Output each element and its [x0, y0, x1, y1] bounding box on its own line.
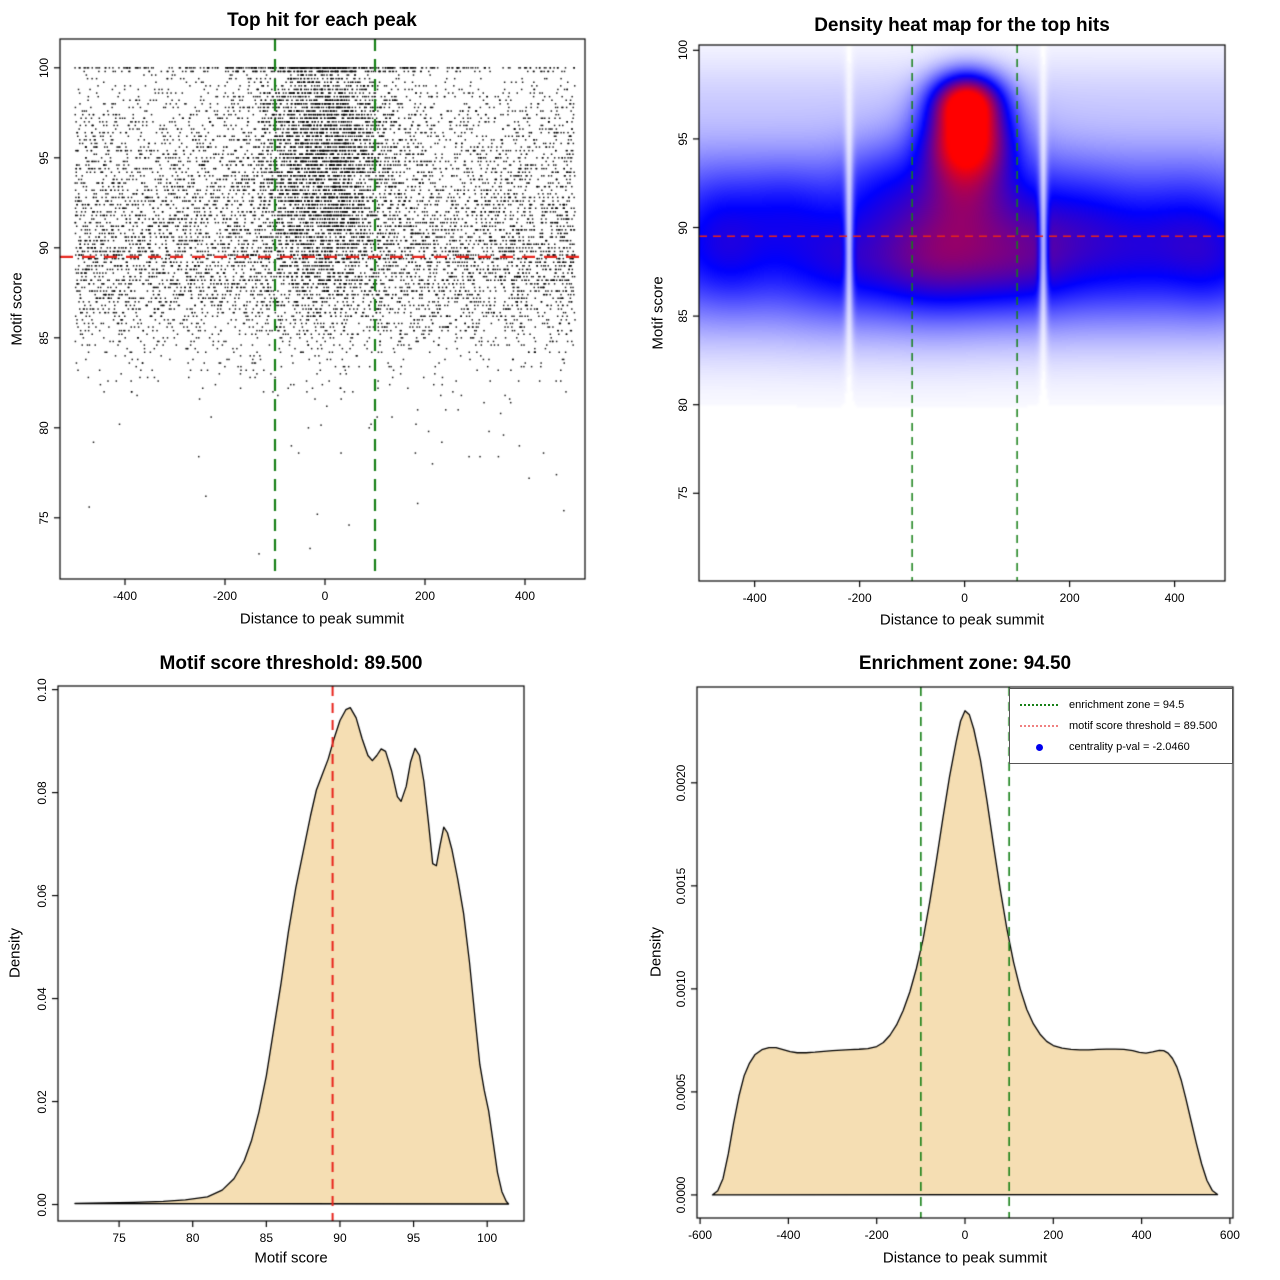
y-tick-label: 85 [676, 309, 690, 323]
x-tick-label: 400 [1164, 591, 1185, 605]
chart-title-heatmap: Density heat map for the top hits [814, 15, 1110, 36]
legend-item-label: centrality p-val = -2.0460 [1069, 741, 1190, 753]
x-tick-label: 95 [406, 1231, 421, 1245]
x-tick-label: -200 [864, 1228, 889, 1242]
x-tick-label: 100 [477, 1231, 498, 1245]
chart-title-score-density: Motif score threshold: 89.500 [159, 653, 423, 674]
y-tick-label: 0.0010 [674, 970, 688, 1008]
x-tick-label: 200 [1059, 591, 1080, 605]
y-tick-label: 0.0000 [674, 1176, 688, 1214]
y-tick-label: 80 [37, 421, 51, 435]
y-tick-label: 90 [37, 241, 51, 255]
legend-item: motif score threshold = 89.500 [1020, 717, 1226, 735]
chart-title-distance-density: Enrichment zone: 94.50 [858, 653, 1072, 674]
y-tick-label: 90 [676, 220, 690, 235]
x-tick-label: 75 [112, 1231, 126, 1245]
y-tick-label: 0.08 [35, 780, 49, 805]
x-tick-label: 0 [961, 591, 968, 605]
plot-legend: enrichment zone = 94.5 motif score thresh… [1009, 688, 1233, 764]
x-tick-label: -200 [847, 591, 872, 605]
y-axis-label-scatter: Motif score [8, 272, 26, 346]
x-tick-label: 0 [961, 1228, 969, 1242]
legend-item: enrichment zone = 94.5 [1020, 696, 1226, 714]
x-tick-label: -200 [212, 589, 238, 603]
x-tick-label: 200 [414, 589, 436, 603]
legend-point-swatch [1020, 743, 1058, 751]
heatmap-canvas [640, 0, 1280, 640]
y-tick-label: 0.00 [35, 1192, 49, 1217]
x-tick-label: 600 [1219, 1228, 1240, 1242]
y-tick-label: 0.02 [35, 1089, 49, 1114]
x-tick-label: 200 [1043, 1228, 1064, 1242]
legend-dotted-line-swatch [1020, 725, 1058, 727]
y-tick-label: 0.0015 [674, 867, 688, 905]
y-tick-label: 95 [37, 151, 51, 165]
y-tick-label: 100 [37, 57, 51, 78]
x-axis-label-heatmap: Distance to peak summit [879, 611, 1045, 629]
x-tick-label: 400 [1131, 1228, 1152, 1242]
y-tick-label: 95 [676, 132, 690, 146]
y-tick-label: 0.0005 [674, 1073, 688, 1111]
y-tick-label: 0.06 [35, 883, 49, 908]
y-tick-label: 75 [37, 511, 51, 525]
x-tick-label: -600 [688, 1228, 713, 1242]
legend-dotted-line-swatch [1020, 704, 1058, 706]
y-tick-label: 85 [37, 331, 51, 345]
y-tick-label: 0.04 [35, 986, 49, 1011]
scatter-plot-canvas [0, 0, 640, 640]
chart-title-scatter: Top hit for each peak [227, 10, 417, 31]
x-tick-label: 80 [186, 1231, 200, 1245]
x-tick-label: 90 [333, 1231, 347, 1245]
x-axis-label-score-density: Motif score [254, 1249, 328, 1267]
x-tick-label: 0 [321, 589, 329, 603]
y-tick-label: 100 [676, 40, 690, 61]
x-axis-label-scatter: Distance to peak summit [239, 610, 405, 628]
y-tick-label: 0.0020 [674, 764, 688, 802]
score-density-canvas [0, 640, 640, 1280]
x-tick-label: 85 [259, 1231, 274, 1245]
x-axis-label-distance-density: Distance to peak summit [882, 1249, 1048, 1267]
legend-item-label: enrichment zone = 94.5 [1069, 699, 1185, 711]
x-tick-label: -400 [776, 1228, 801, 1242]
x-tick-label: 400 [514, 589, 536, 603]
x-tick-label: -400 [742, 591, 767, 605]
legend-item-label: motif score threshold = 89.500 [1069, 720, 1218, 732]
y-tick-label: 0.10 [35, 677, 49, 702]
legend-item: centrality p-val = -2.0460 [1020, 738, 1226, 756]
y-axis-label-score-density: Density [6, 927, 24, 979]
y-axis-label-heatmap: Motif score [649, 276, 667, 350]
x-tick-label: -400 [112, 589, 138, 603]
y-axis-label-distance-density: Density [647, 926, 665, 978]
y-tick-label: 75 [676, 486, 690, 500]
y-tick-label: 80 [676, 398, 690, 412]
